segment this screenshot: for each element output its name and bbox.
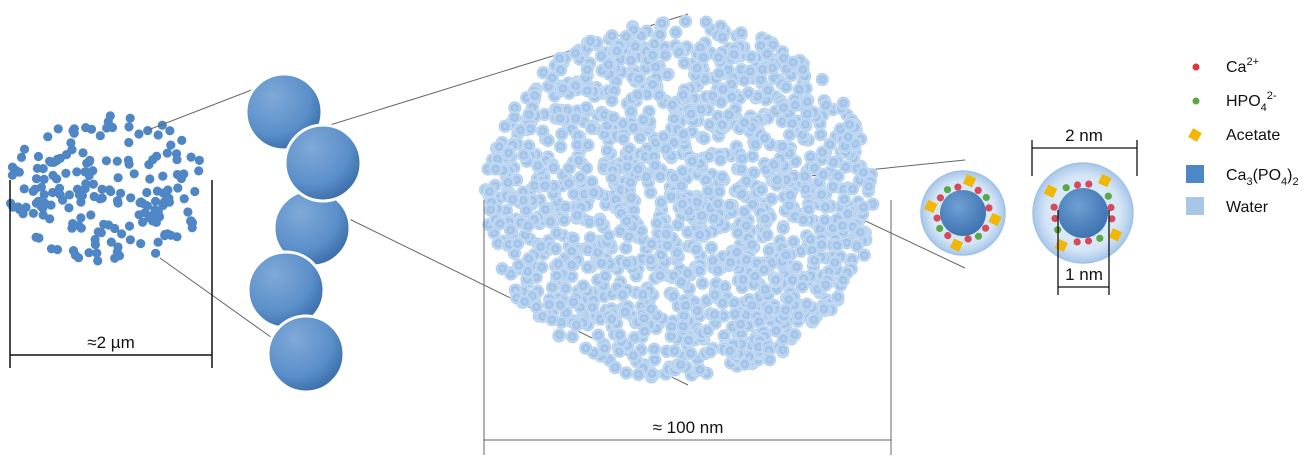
- zoom-line-1: [147, 85, 263, 131]
- scale-bar-outer: [1031, 140, 1138, 176]
- legend-hpo4-label: HPO42-: [1226, 90, 1277, 114]
- scale-label-nano: ≈ 100 nm: [653, 418, 724, 437]
- legend-water-square-icon: [1186, 197, 1204, 215]
- ion-shell-particle-left: [920, 170, 1006, 256]
- legend-acetate-label: Acetate: [1226, 127, 1280, 144]
- scale-bar-core: [1057, 210, 1110, 295]
- legend-ca-dot-icon: [1192, 63, 1200, 71]
- sphere-2: [283, 123, 363, 203]
- scale-label-micro: ≈2 µm: [87, 333, 134, 352]
- scale-label-core: 1 nm: [1065, 265, 1103, 284]
- zoom-line-2: [159, 257, 276, 341]
- legend-water-label: Water: [1226, 199, 1269, 216]
- legend-hpo4-dot-icon: [1192, 97, 1200, 105]
- legend-capo4-square-icon: [1186, 165, 1204, 183]
- micro-particle-cluster: [6, 111, 204, 266]
- legend-acetate-diamond-icon: [1188, 128, 1202, 142]
- sphere-stack: [244, 72, 363, 394]
- nano-aggregate: [478, 14, 880, 384]
- legend-ca-label: Ca2+: [1226, 56, 1259, 76]
- sphere-5: [266, 314, 346, 394]
- scale-label-outer: 2 nm: [1065, 126, 1103, 145]
- scale-bar-micro: [9, 180, 213, 368]
- scale-bar-nano: [483, 200, 892, 455]
- legend-capo4-label: Ca3(PO4)2: [1226, 167, 1299, 188]
- ion-shell-particle-right: [1032, 162, 1134, 264]
- legend: Ca2+ HPO42- Acetate Ca3(PO4)2 Water: [1186, 56, 1299, 216]
